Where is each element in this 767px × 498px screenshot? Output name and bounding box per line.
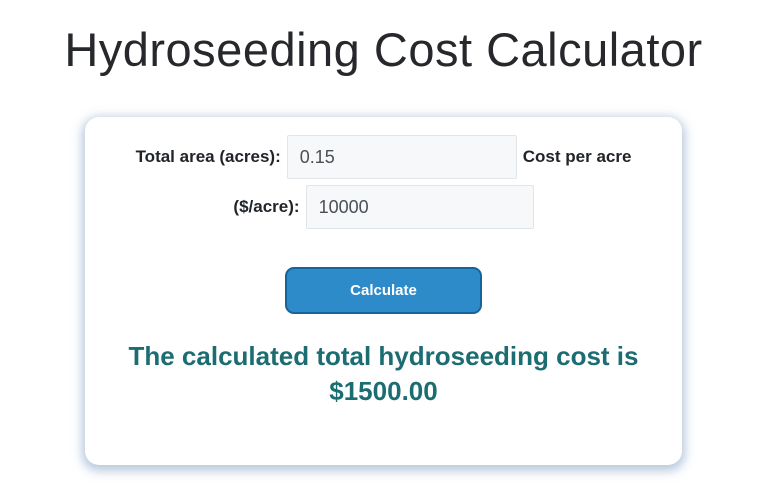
button-row: Calculate bbox=[85, 267, 682, 315]
cost-unit-label: ($/acre): bbox=[233, 197, 300, 217]
page-title: Hydroseeding Cost Calculator bbox=[64, 23, 703, 76]
result-message: The calculated total hydroseeding cost i… bbox=[85, 339, 682, 409]
calculator-card: Total area (acres): Cost per acre ($/acr… bbox=[85, 117, 682, 466]
area-row: Total area (acres): Cost per acre bbox=[85, 135, 682, 180]
result-text-line1: The calculated total hydroseeding cost i… bbox=[128, 341, 639, 372]
calculate-button[interactable]: Calculate bbox=[285, 267, 482, 315]
cost-row: ($/acre): bbox=[85, 185, 682, 230]
result-total-value: $1500.00 bbox=[329, 376, 438, 407]
area-label: Total area (acres): bbox=[135, 147, 281, 167]
cost-per-acre-input[interactable] bbox=[305, 185, 534, 230]
area-input[interactable] bbox=[286, 135, 517, 180]
cost-per-acre-label: Cost per acre bbox=[522, 147, 632, 167]
